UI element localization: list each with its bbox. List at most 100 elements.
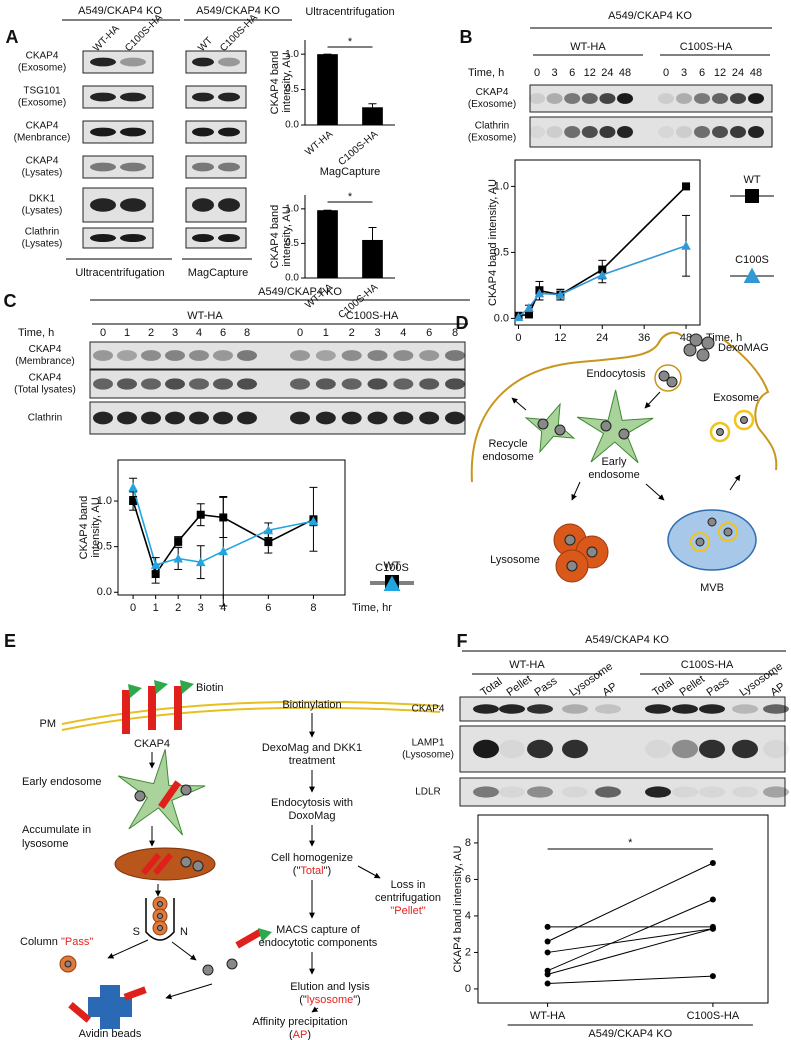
time-tick: 1 bbox=[124, 327, 130, 339]
band bbox=[645, 786, 671, 798]
diagram-label: lysosome bbox=[22, 838, 68, 850]
y-axis-label: intensity, AU bbox=[90, 497, 102, 557]
group-label: C100S-HA bbox=[346, 310, 399, 322]
panel-label: D bbox=[456, 313, 469, 333]
bead bbox=[695, 537, 705, 547]
dot bbox=[544, 971, 551, 978]
blot-frame bbox=[89, 341, 466, 370]
time-label: Time, h bbox=[18, 327, 54, 339]
time-tick: 0 bbox=[534, 67, 540, 79]
y-tick-label: 2 bbox=[465, 946, 471, 958]
pair-line bbox=[547, 899, 714, 972]
band bbox=[617, 93, 633, 104]
blot-frame bbox=[82, 50, 154, 74]
band bbox=[192, 234, 214, 242]
marker bbox=[218, 546, 229, 556]
blot-frame bbox=[185, 227, 247, 249]
x-tick-label: 4 bbox=[220, 602, 226, 614]
legend-marker bbox=[743, 267, 761, 283]
band bbox=[445, 350, 465, 361]
bead bbox=[716, 428, 724, 436]
early-endosome bbox=[117, 749, 206, 836]
diagram-label: Accumulate in bbox=[22, 824, 91, 836]
band bbox=[192, 57, 214, 67]
time-tick: 24 bbox=[601, 67, 613, 79]
y-axis-label: CKAP4 band bbox=[269, 51, 281, 115]
step-label: DexoMag and DKK1 bbox=[262, 742, 362, 754]
band bbox=[165, 411, 185, 425]
plot-frame bbox=[117, 459, 346, 596]
blot bbox=[82, 227, 154, 249]
marker bbox=[263, 525, 274, 535]
row-label: CKAP4 bbox=[26, 156, 59, 167]
y-axis-label: intensity, AU bbox=[281, 206, 293, 266]
blot bbox=[82, 50, 154, 74]
row-label: (Lysates) bbox=[22, 206, 63, 217]
blot-footer: MagCapture bbox=[188, 267, 249, 279]
blot bbox=[89, 341, 466, 370]
band bbox=[732, 739, 758, 759]
time-tick: 2 bbox=[349, 327, 355, 339]
band bbox=[315, 378, 336, 390]
band bbox=[599, 126, 616, 138]
y-tick-label: 1.0 bbox=[494, 180, 509, 192]
dot bbox=[709, 973, 716, 980]
lane-label: Total bbox=[479, 676, 505, 699]
ckap4-protein bbox=[158, 780, 182, 810]
blot-frame bbox=[185, 155, 247, 179]
bead bbox=[554, 424, 566, 436]
mvb-vesicle bbox=[690, 532, 710, 552]
arrow bbox=[165, 983, 213, 1000]
row-label: TSG101 bbox=[23, 86, 61, 97]
band bbox=[581, 93, 598, 104]
y-tick-label: 0.5 bbox=[285, 84, 299, 95]
lane-label: Pass bbox=[705, 675, 732, 699]
panel-label: E bbox=[4, 631, 16, 651]
x-tick-label: 8 bbox=[310, 602, 316, 614]
band bbox=[120, 198, 146, 212]
band bbox=[732, 786, 758, 798]
blot-header: A549/CKAP4 KO bbox=[196, 5, 280, 17]
band bbox=[645, 739, 671, 759]
band bbox=[562, 786, 588, 798]
lane-label: WT-HA bbox=[91, 23, 122, 54]
bead bbox=[157, 901, 163, 907]
time-tick: 6 bbox=[699, 67, 705, 79]
step-label: Endocytosis with bbox=[271, 797, 353, 809]
step-label: Affinity precipitation bbox=[252, 1016, 347, 1028]
band bbox=[527, 704, 553, 714]
diagram-label: Early endosome bbox=[22, 776, 102, 788]
lane-label: C100S-HA bbox=[218, 12, 260, 54]
band bbox=[658, 93, 674, 104]
blot-frame bbox=[185, 120, 247, 144]
band bbox=[393, 411, 414, 425]
band bbox=[527, 739, 553, 759]
band bbox=[672, 704, 698, 714]
arrow bbox=[571, 481, 581, 501]
step-label: Biotinylation bbox=[282, 699, 341, 711]
band bbox=[699, 739, 725, 759]
arrow bbox=[644, 391, 661, 409]
pair-line bbox=[547, 928, 714, 975]
band bbox=[120, 234, 146, 242]
blot-frame bbox=[82, 227, 154, 249]
marker bbox=[524, 303, 534, 312]
band bbox=[218, 162, 240, 172]
group-label: WT-HA bbox=[570, 41, 606, 53]
row-label: (Exosome) bbox=[468, 133, 516, 144]
dot bbox=[544, 938, 551, 945]
x-tick-label: WT-HA bbox=[530, 1010, 566, 1022]
group-label: C100S-HA bbox=[680, 41, 733, 53]
band bbox=[617, 126, 633, 138]
y-tick-label: 8 bbox=[465, 837, 471, 849]
band bbox=[499, 704, 525, 714]
biotin bbox=[180, 680, 194, 694]
time-tick: 48 bbox=[619, 67, 631, 79]
row-label: (Membrance) bbox=[15, 356, 74, 367]
band bbox=[165, 350, 185, 361]
x-axis-label: Time, hr bbox=[352, 602, 392, 614]
blot bbox=[185, 85, 247, 109]
y-tick-label: 0.5 bbox=[97, 541, 112, 553]
band bbox=[90, 234, 116, 242]
band bbox=[712, 126, 728, 138]
